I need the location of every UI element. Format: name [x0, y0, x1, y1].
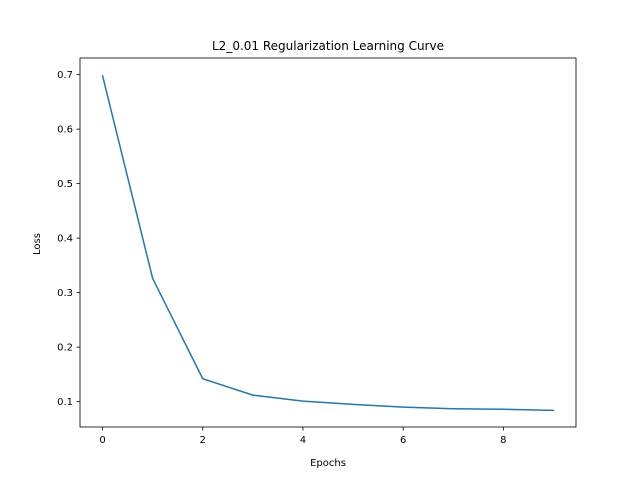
- y-tick-label: 0.2: [57, 343, 73, 354]
- x-axis-ticks: 0 2 4 6 8: [99, 427, 507, 446]
- axes-frame: [79, 57, 577, 428]
- x-tick-label: 4: [300, 435, 306, 446]
- plot-area: [101, 74, 555, 412]
- y-tick-label: 0.3: [57, 288, 73, 299]
- y-tick-label: 0.4: [57, 234, 73, 245]
- x-tick-label: 8: [500, 435, 506, 446]
- y-tick-label: 0.1: [57, 397, 73, 408]
- y-tick-label: 0.7: [57, 70, 73, 81]
- y-tick-label: 0.5: [57, 179, 73, 190]
- y-axis-ticks: 0.1 0.2 0.3 0.4 0.5 0.6 0.7: [57, 70, 80, 408]
- series-line: [101, 74, 555, 412]
- y-axis-label: Loss: [32, 233, 43, 255]
- y-tick-label: 0.6: [57, 125, 73, 136]
- x-tick-label: 6: [400, 435, 406, 446]
- x-tick-label: 2: [200, 435, 206, 446]
- x-tick-label: 0: [99, 435, 105, 446]
- x-axis-label: Epochs: [310, 458, 346, 469]
- chart-title: L2_0.01 Regularization Learning Curve: [212, 39, 444, 53]
